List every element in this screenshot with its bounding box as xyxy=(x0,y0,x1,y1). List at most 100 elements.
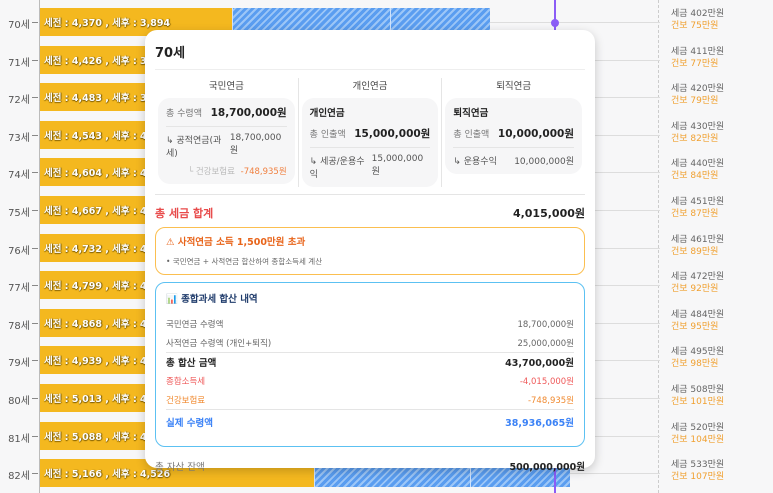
health-insurance-amount: 건보 82만원 xyxy=(671,133,719,144)
retirement-pension-column: 퇴직연금 퇴직연금 총 인출액 10,000,000원 ↳ 운용수익 10,000,… xyxy=(441,78,585,187)
health-insurance-amount: 건보 92만원 xyxy=(671,284,719,295)
label: 총 인출액 xyxy=(453,130,490,140)
health-insurance-amount: 건보 87만원 xyxy=(671,209,719,219)
bar-data-label: 세전 : 4,732 , 세후 : 4,181 xyxy=(44,243,171,255)
calc-row: 건강보험료 -748,935원 xyxy=(166,390,574,409)
bar-data-label: 세전 : 5,166 , 세후 : 4,526 xyxy=(44,469,171,481)
value: 15,000,000원 xyxy=(354,128,431,140)
calc-row: 실제 수령액 38,936,065원 xyxy=(166,409,574,433)
health-insurance-amount: 건보 84만원 xyxy=(671,171,719,182)
tax-amount: 세금 508만원 xyxy=(671,385,725,395)
tax-amount: 세금 411만원 xyxy=(671,46,725,57)
axis-tick xyxy=(32,285,38,287)
tax-amount: 세금 472만원 xyxy=(671,272,725,283)
label: 총 인출액 xyxy=(309,130,346,140)
calc-row: 사적연금 수령액 (개인+퇴직) 25,000,000원 xyxy=(166,333,574,352)
value: 10,000,000원 xyxy=(514,157,575,167)
calc-row: 총 합산 금액 43,700,000원 xyxy=(166,352,574,371)
column-divider xyxy=(658,0,659,493)
tax-summary: 세금 430만원 건보 82만원 xyxy=(671,121,724,145)
value: -748,935원 xyxy=(527,395,574,406)
bar-data-label: 세전 : 4,604 , 세후 : 4,080 xyxy=(44,168,171,180)
health-insurance-amount: 건보 101만원 xyxy=(671,397,725,407)
tax-amount: 세금 440만원 xyxy=(671,159,725,170)
axis-tick xyxy=(32,322,38,324)
value: 18,700,000원 xyxy=(229,133,282,156)
health-insurance-amount: 건보 89만원 xyxy=(671,246,719,257)
bar-data-label: 세전 : 5,088 , 세후 : 4,464 xyxy=(44,431,171,443)
age-tick-label: 82세 xyxy=(8,471,30,483)
chart-row[interactable]: 82세 세전 : 5,166 , 세후 : 4,526 xyxy=(0,454,660,492)
age-tick-label: 79세 xyxy=(8,358,30,370)
tax-amount: 세금 533만원 xyxy=(671,460,725,471)
label: 총 합산 금액 xyxy=(166,358,217,369)
value: -4,015,000원 xyxy=(519,376,574,387)
bar-data-label: 세전 : 4,667 , 세후 : 4,130 xyxy=(44,206,171,217)
hover-cursor-dot xyxy=(551,19,559,27)
age-tick-label: 75세 xyxy=(8,208,30,219)
label: 총 세금 합계 xyxy=(155,207,214,220)
tax-amount: 세금 402만원 xyxy=(671,9,725,19)
tax-amount: 세금 461만원 xyxy=(671,234,725,245)
axis-tick xyxy=(32,247,38,249)
tax-summary: 세금 472만원 건보 92만원 xyxy=(671,271,724,295)
tax-summary: 세금 440만원 건보 84만원 xyxy=(671,158,724,182)
col-title: 개인연금 xyxy=(352,81,388,92)
tax-total: 총 세금 합계 4,015,000원 xyxy=(155,205,585,221)
axis-tick xyxy=(32,473,38,475)
age-tick-label: 70세 xyxy=(8,20,30,31)
label: 총 수령액 xyxy=(166,109,202,119)
health-insurance-amount: 건보 79만원 xyxy=(671,96,719,107)
axis-tick xyxy=(32,360,38,362)
tax-amount: 세금 484만원 xyxy=(671,309,725,320)
warning-title: ⚠ 사적연금 소득 1,500만원 초과 xyxy=(166,237,306,248)
national-card: 총 수령액 18,700,000원 ↳ 공적연금(과세) 18,700,000원 └… xyxy=(158,98,295,184)
age-tick-label: 72세 xyxy=(8,95,30,107)
col-title: 퇴직연금 xyxy=(496,81,532,92)
col-title: 국민연금 xyxy=(208,81,244,92)
tax-amount: 세금 495만원 xyxy=(671,347,725,358)
value: 43,700,000원 xyxy=(505,358,574,369)
national-pension-column: 국민연금 총 수령액 18,700,000원 ↳ 공적연금(과세) 18,700,0… xyxy=(155,78,298,187)
card-title: 개인연금 xyxy=(309,108,345,119)
value: 10,000,000원 xyxy=(497,128,575,140)
age-tick-label: 77세 xyxy=(8,283,30,295)
tax-summary: 세금 461만원 건보 89만원 xyxy=(671,234,724,258)
tax-summary: 세금 411만원 건보 77만원 xyxy=(671,46,724,70)
axis-tick xyxy=(32,59,38,61)
label: 국민연금 수령액 xyxy=(166,319,224,330)
value: 15,000,000원 xyxy=(371,154,424,177)
calc-row: 종합소득세 -4,015,000원 xyxy=(166,371,574,390)
age-tick-label: 78세 xyxy=(8,320,30,332)
age-tick-label: 73세 xyxy=(8,132,30,144)
tax-amount: 세금 430만원 xyxy=(671,121,725,132)
health-insurance-amount: 건보 104만원 xyxy=(671,434,725,445)
health-insurance-amount: 건보 95만원 xyxy=(671,321,719,332)
age-tick-label: 80세 xyxy=(8,396,30,407)
calc-row: 국민연금 수령액 18,700,000원 xyxy=(166,314,574,333)
bar-data-label: 세전 : 4,426 , 세후 : 3,938 xyxy=(44,55,171,67)
y-axis xyxy=(39,0,40,493)
bar-data-label: 세전 : 4,939 , 세후 : 4,346 xyxy=(44,356,171,368)
health-insurance-amount: 건보 75만원 xyxy=(671,21,719,31)
tax-summary: 세금 520만원 건보 104만원 xyxy=(671,422,724,446)
bar-data-label: 세전 : 4,370 , 세후 : 3,894 xyxy=(44,18,171,29)
bar-data-label: 세전 : 4,483 , 세후 : 3,983 xyxy=(44,93,171,105)
combined-tax-box: 📊 종합과세 합산 내역 국민연금 수령액 18,700,000원 사적연금 수령… xyxy=(155,282,585,447)
retire-card: 퇴직연금 총 인출액 10,000,000원 ↳ 운용수익 10,000,000원 xyxy=(445,98,583,174)
tax-summary: 세금 484만원 건보 95만원 xyxy=(671,309,724,333)
health-insurance-amount: 건보 98만원 xyxy=(671,359,719,370)
tax-summary: 세금 533만원 건보 107만원 xyxy=(671,459,724,483)
value: -748,935원 xyxy=(240,167,287,177)
warning-box: ⚠ 사적연금 소득 1,500만원 초과 • 국민연금 + 사적연금 합산하여 … xyxy=(155,227,585,275)
health-insurance-amount: 건보 107만원 xyxy=(671,472,725,483)
label: └ 건강보험료 xyxy=(188,167,235,177)
axis-tick xyxy=(32,210,38,211)
age-tick-label: 74세 xyxy=(8,170,30,182)
private-pension-column: 개인연금 개인연금 총 인출액 15,000,000원 ↳ 세공/운용수익 15,0… xyxy=(297,78,442,187)
label: 종합소득세 xyxy=(166,376,206,387)
tax-summary: 세금 495만원 건보 98만원 xyxy=(671,346,724,370)
tax-amount: 세금 451만원 xyxy=(671,197,725,207)
